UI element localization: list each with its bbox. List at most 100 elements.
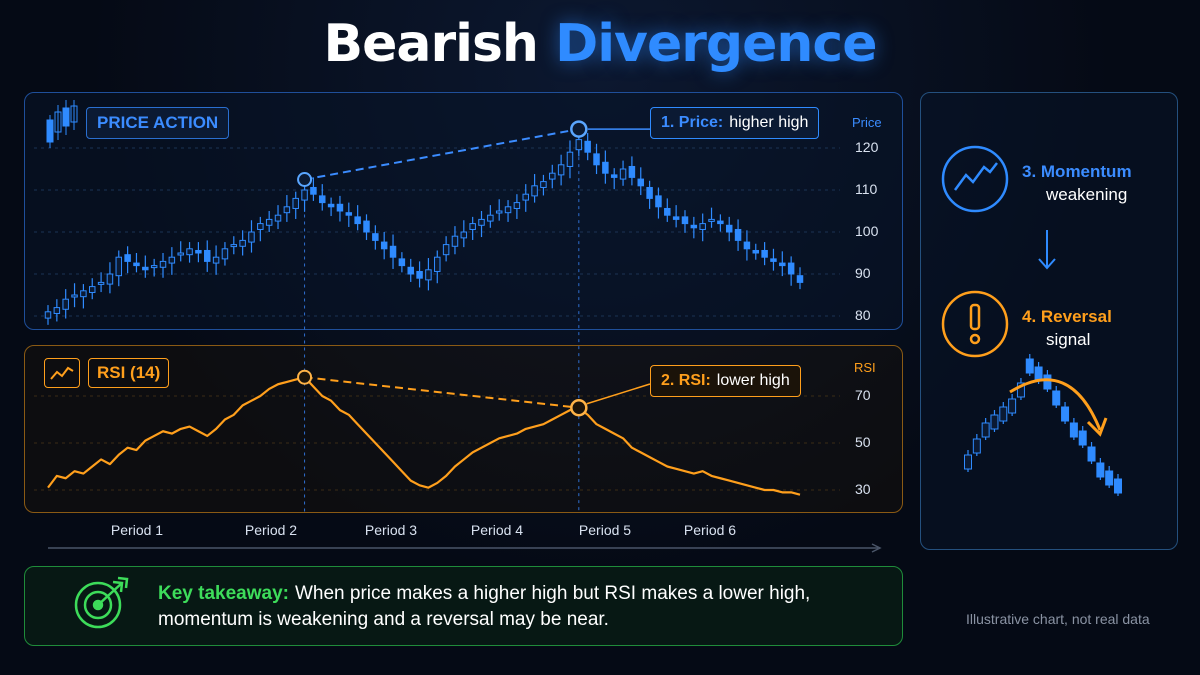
price-candle-body: [186, 248, 193, 256]
price-candle-body: [540, 181, 547, 188]
disclaimer: Illustrative chart, not real data: [966, 611, 1150, 627]
reversal-arrow-curve: [1009, 378, 1102, 431]
price-candle-body: [584, 140, 591, 153]
price-candle-body: [310, 186, 317, 195]
summary-panel: [920, 92, 1178, 550]
mini-candle-body: [999, 406, 1008, 422]
rsi-tick-label: 30: [855, 481, 871, 497]
price-callout-text: higher high: [729, 114, 809, 131]
price-candle-body: [743, 241, 751, 250]
price-candle-body: [44, 311, 52, 319]
trend-line-icon: [44, 358, 80, 388]
price-candle-body: [319, 195, 326, 204]
rsi-callout-connector: [586, 383, 651, 405]
mini-candle-body: [1087, 446, 1096, 462]
mini-candle-body: [1043, 374, 1052, 390]
price-tick-label: 80: [855, 307, 871, 323]
price-divergence-line: [304, 128, 580, 181]
price-candle-body: [372, 233, 379, 241]
rsi-high-1-marker: [297, 369, 313, 385]
price-candle-body: [274, 214, 282, 222]
price-candle-body: [88, 286, 96, 293]
reversal-item: 4. Reversal signal: [1022, 305, 1112, 351]
price-candle-body: [301, 189, 308, 201]
price-tick-label: 110: [855, 181, 878, 197]
price-candle-body: [717, 220, 724, 225]
arrow-down-icon: [1038, 230, 1056, 270]
momentum-title: 3. Momentum: [1022, 162, 1132, 181]
mini-candle-body: [981, 422, 990, 438]
price-candle-body: [734, 228, 742, 241]
price-candle-body: [115, 256, 123, 277]
price-candle-body: [761, 249, 768, 258]
price-candle-body: [664, 207, 671, 216]
candlestick-icon: [46, 100, 78, 148]
target-icon: [74, 576, 129, 629]
price-candle-body: [610, 174, 618, 178]
price-candle-body: [212, 256, 220, 264]
period-label: Period 3: [364, 522, 418, 538]
price-candle-body: [248, 231, 255, 243]
price-candle-body: [380, 241, 388, 250]
takeaway-line-1: When price makes a higher high but RSI m…: [294, 583, 811, 604]
price-candle-body: [159, 260, 167, 268]
price-candle-body: [628, 165, 636, 178]
price-candle-body: [221, 248, 229, 260]
price-candle-body: [460, 231, 468, 239]
price-candle-body: [124, 254, 131, 262]
price-candle-body: [230, 244, 238, 248]
price-candle-body: [177, 252, 184, 256]
price-candle-body: [779, 262, 786, 267]
price-candle-body: [195, 249, 202, 254]
price-candle-body: [787, 262, 795, 275]
price-candle-body: [752, 249, 760, 254]
title-word-1: Bearish: [323, 14, 539, 74]
rsi-callout: 2. RSI: lower high: [650, 365, 801, 397]
momentum-text: weakening: [1046, 185, 1128, 204]
price-candle-body: [487, 214, 494, 222]
trend-up-circle-icon: [941, 145, 1009, 213]
price-candle-body: [80, 290, 87, 298]
price-tick-label: 90: [855, 265, 871, 281]
price-candle-body: [133, 262, 140, 267]
price-candle-body: [62, 298, 69, 310]
period-label: Period 2: [244, 522, 298, 538]
rsi-high-2-marker: [570, 399, 588, 417]
price-tick-label: 100: [855, 223, 879, 239]
price-candle-body: [796, 275, 804, 283]
price-candle-body: [699, 223, 706, 230]
price-candle-body: [681, 216, 689, 225]
price-candle-body: [292, 197, 299, 209]
title-word-2: Divergence: [555, 14, 877, 74]
reversal-candles-icon: [964, 354, 1122, 496]
period-label: Period 6: [683, 522, 737, 538]
price-candle-body: [655, 195, 662, 208]
price-candle-body: [469, 223, 476, 230]
page-title: Bearish Divergence: [0, 14, 1200, 74]
period-label: Period 4: [470, 522, 524, 538]
mini-candle-body: [1069, 422, 1078, 438]
price-candle-body: [53, 307, 61, 314]
price-candle-body: [106, 273, 114, 285]
time-axis-arrowhead: [871, 543, 882, 553]
exclamation-circle-icon: [941, 290, 1009, 358]
price-candle-body: [690, 224, 698, 229]
mini-candle-body: [964, 454, 972, 470]
mini-candle-body: [1016, 382, 1025, 398]
price-candle-body: [725, 224, 733, 233]
takeaway-line-2: momentum is weakening and a reversal may…: [158, 609, 609, 630]
price-candle-body: [345, 212, 353, 216]
rsi-callout-text: lower high: [716, 372, 790, 389]
price-candle-body: [602, 161, 609, 174]
rsi-axis-title: RSI: [854, 360, 876, 375]
price-candle-body: [283, 206, 291, 214]
momentum-item: 3. Momentum weakening: [1022, 160, 1132, 206]
rsi-panel-label: RSI (14): [88, 358, 170, 388]
price-candle-body: [416, 270, 423, 279]
mini-candle-body: [1061, 406, 1070, 422]
mini-candle-body: [990, 414, 999, 430]
price-candle-body: [708, 218, 715, 222]
price-candle-body: [204, 249, 211, 262]
price-high-1-marker: [297, 172, 313, 187]
price-candle-body: [398, 258, 406, 267]
